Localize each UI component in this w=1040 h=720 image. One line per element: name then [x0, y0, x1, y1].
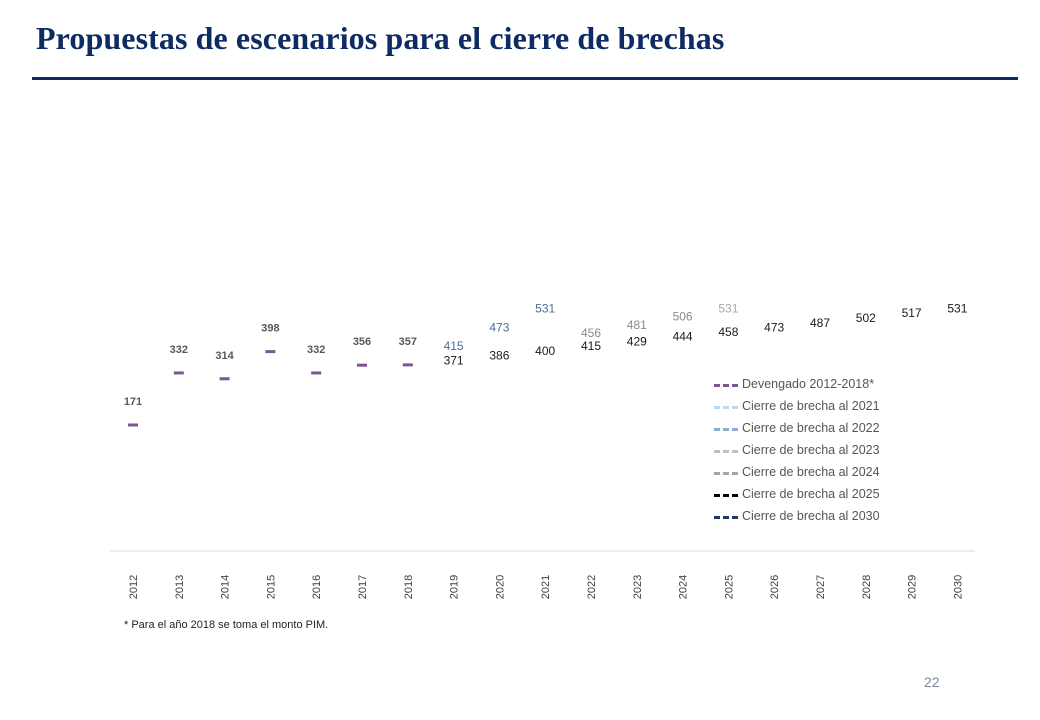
legend-item-4: Cierre de brecha al 2024 — [712, 463, 972, 483]
page-title: Propuestas de escenarios para el cierre … — [36, 20, 725, 56]
legend-label-2: Cierre de brecha al 2022 — [742, 421, 880, 435]
x-tick-2016: 2016 — [311, 575, 323, 599]
data-label-s6-2030: 531 — [947, 302, 967, 316]
data-label-s6-2022: 415 — [581, 339, 601, 353]
footnote: * Para el año 2018 se toma el monto PIM. — [124, 619, 329, 631]
legend-swatch-0 — [714, 384, 738, 387]
legend-swatch-3 — [714, 450, 738, 453]
x-tick-2026: 2026 — [769, 575, 781, 599]
data-label-s6-2024: 444 — [673, 330, 693, 344]
devengado-marker-2013 — [173, 371, 184, 375]
legend-swatch-5 — [714, 494, 738, 497]
data-label-s6-2028: 502 — [856, 311, 876, 325]
chart-marks: 171 332 314 398 332 356 357 415 473 531 456 481 506 5… — [124, 302, 968, 427]
data-label-s6-2019: 371 — [444, 353, 464, 367]
data-label-s6-2025: 458 — [718, 325, 738, 339]
data-label-s4-2024: 506 — [673, 310, 693, 324]
data-label-s0-2012: 171 — [124, 396, 142, 408]
data-label-s0-2013: 332 — [170, 344, 188, 356]
page-number: 22 — [924, 674, 940, 690]
data-label-s6-2021: 400 — [535, 344, 555, 358]
x-tick-2030: 2030 — [952, 575, 964, 599]
legend-swatch-1 — [714, 406, 738, 409]
devengado-marker-2015 — [265, 350, 276, 354]
x-tick-2020: 2020 — [494, 575, 506, 599]
x-tick-2023: 2023 — [632, 575, 644, 599]
data-label-s6-2026: 473 — [764, 320, 784, 334]
x-tick-2019: 2019 — [449, 575, 461, 599]
x-tick-2013: 2013 — [174, 575, 186, 599]
x-tick-2028: 2028 — [861, 575, 873, 599]
legend-item-1: Cierre de brecha al 2021 — [712, 397, 972, 417]
devengado-marker-2018 — [402, 363, 413, 367]
x-tick-2015: 2015 — [265, 575, 277, 599]
legend-swatch-6 — [714, 516, 738, 519]
legend-label-5: Cierre de brecha al 2025 — [742, 487, 880, 501]
legend-item-5: Cierre de brecha al 2025 — [712, 485, 972, 505]
legend-label-6: Cierre de brecha al 2030 — [742, 509, 880, 523]
x-tick-2014: 2014 — [220, 575, 232, 599]
data-label-s6-2023: 429 — [627, 335, 647, 349]
data-label-s1-2019: 415 — [444, 339, 464, 353]
legend-label-0: Devengado 2012-2018* — [742, 377, 875, 391]
data-label-s0-2015: 398 — [261, 323, 279, 335]
x-tick-2024: 2024 — [678, 575, 690, 599]
x-tick-2022: 2022 — [586, 575, 598, 599]
data-label-s0-2016: 332 — [307, 344, 325, 356]
legend-swatch-4 — [714, 472, 738, 475]
data-label-s2-2022: 456 — [581, 326, 601, 340]
data-label-s6-2027: 487 — [810, 316, 830, 330]
devengado-marker-2016 — [311, 371, 322, 375]
data-label-s0-2017: 356 — [353, 336, 371, 348]
legend-label-3: Cierre de brecha al 2023 — [742, 443, 880, 457]
x-tick-2012: 2012 — [128, 575, 140, 599]
data-label-s1-2021: 531 — [535, 302, 555, 316]
data-label-s3-2023: 481 — [627, 318, 647, 332]
devengado-marker-2017 — [357, 363, 367, 367]
x-axis-ticks: 2012 2013 2014 2015 2016 2017 2018 2019 2020 2021… — [128, 575, 964, 599]
title-rule — [32, 77, 1018, 80]
devengado-marker-2012 — [128, 423, 138, 427]
data-label-s6-2029: 517 — [902, 306, 922, 320]
legend-label-4: Cierre de brecha al 2024 — [742, 465, 880, 479]
legend-item-2: Cierre de brecha al 2022 — [712, 419, 972, 439]
legend-item-6: Cierre de brecha al 2030 — [712, 507, 972, 527]
legend-swatch-2 — [714, 428, 738, 431]
x-tick-2017: 2017 — [357, 575, 369, 599]
x-tick-2018: 2018 — [403, 575, 415, 599]
data-label-s1-2020: 473 — [489, 320, 509, 334]
x-tick-2021: 2021 — [540, 575, 552, 599]
x-tick-2027: 2027 — [815, 575, 827, 599]
legend-item-3: Cierre de brecha al 2023 — [712, 441, 972, 461]
data-label-s5-2025: 531 — [718, 302, 738, 316]
data-label-s0-2018: 357 — [399, 336, 417, 348]
data-label-s6-2020: 386 — [489, 348, 509, 362]
legend-item-0: Devengado 2012-2018* — [712, 375, 972, 395]
x-tick-2025: 2025 — [723, 575, 735, 599]
legend-label-1: Cierre de brecha al 2021 — [742, 399, 880, 413]
data-label-s0-2014: 314 — [215, 350, 234, 362]
devengado-marker-2014 — [219, 377, 230, 381]
x-tick-2029: 2029 — [907, 575, 919, 599]
